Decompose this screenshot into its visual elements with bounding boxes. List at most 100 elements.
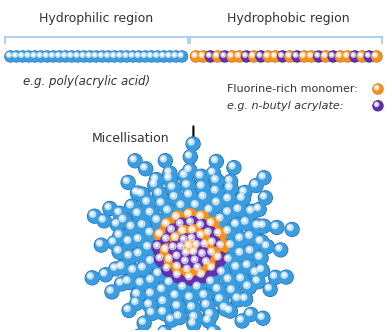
Circle shape [186,301,200,315]
Circle shape [134,190,136,192]
Circle shape [274,243,288,257]
Circle shape [143,54,145,56]
Circle shape [146,208,153,215]
Circle shape [201,256,215,270]
Circle shape [157,199,163,205]
Circle shape [163,166,177,180]
Circle shape [13,52,17,57]
Circle shape [254,205,260,210]
Circle shape [210,174,223,188]
Circle shape [289,226,291,228]
Circle shape [227,241,233,247]
Circle shape [206,246,221,261]
Circle shape [198,173,200,176]
Circle shape [374,102,379,107]
Circle shape [183,208,198,223]
Circle shape [180,255,194,270]
Circle shape [270,51,281,62]
Circle shape [165,266,167,269]
Circle shape [191,238,206,253]
Circle shape [250,267,263,280]
Circle shape [196,171,203,178]
Circle shape [147,308,154,314]
Circle shape [286,223,298,236]
Circle shape [114,277,129,291]
Circle shape [134,249,141,256]
Circle shape [147,276,153,282]
Circle shape [156,271,158,273]
Circle shape [207,325,221,332]
Circle shape [239,293,252,305]
Circle shape [249,266,264,281]
Circle shape [172,250,185,264]
Circle shape [97,51,108,62]
Circle shape [167,315,173,321]
Circle shape [182,237,185,240]
Circle shape [131,186,144,200]
Circle shape [223,208,230,214]
Circle shape [20,54,22,56]
Circle shape [151,214,165,228]
Circle shape [144,226,159,241]
Circle shape [222,224,236,239]
Circle shape [129,154,142,167]
Circle shape [170,185,172,187]
Circle shape [190,255,203,268]
Circle shape [54,51,64,61]
Circle shape [122,303,136,317]
Circle shape [69,54,71,56]
Circle shape [165,278,172,285]
Circle shape [159,307,165,314]
Circle shape [176,200,189,213]
Circle shape [201,256,215,270]
Circle shape [197,182,204,188]
Circle shape [224,175,237,188]
Circle shape [191,239,205,253]
Circle shape [142,165,145,168]
Circle shape [244,244,259,259]
Circle shape [198,223,201,225]
Circle shape [157,295,172,310]
Circle shape [97,51,107,61]
Circle shape [148,290,151,293]
Circle shape [217,241,223,248]
Circle shape [169,289,184,304]
Circle shape [125,199,140,214]
Circle shape [237,316,243,322]
Circle shape [125,307,128,309]
Circle shape [205,228,211,235]
Circle shape [204,259,207,262]
Circle shape [214,292,229,307]
Circle shape [158,285,164,291]
Circle shape [203,316,210,322]
Circle shape [315,52,319,57]
Circle shape [220,51,230,62]
Circle shape [160,309,163,312]
Circle shape [168,225,174,232]
Circle shape [178,52,183,57]
Circle shape [264,52,269,57]
Circle shape [159,297,165,303]
Circle shape [112,54,114,56]
Circle shape [186,211,189,214]
Circle shape [262,242,269,248]
Circle shape [292,51,302,61]
Circle shape [212,251,227,266]
Circle shape [132,298,138,304]
Circle shape [194,242,197,245]
Circle shape [183,265,190,272]
Circle shape [101,217,103,220]
Circle shape [243,230,258,244]
Circle shape [189,199,204,213]
Circle shape [123,250,137,264]
Circle shape [192,281,205,294]
Circle shape [158,256,160,258]
Circle shape [273,54,274,56]
Circle shape [197,248,211,262]
Circle shape [233,221,236,224]
Circle shape [153,187,167,201]
Circle shape [232,220,238,226]
Circle shape [183,180,189,187]
Circle shape [367,54,368,56]
Circle shape [156,190,159,193]
